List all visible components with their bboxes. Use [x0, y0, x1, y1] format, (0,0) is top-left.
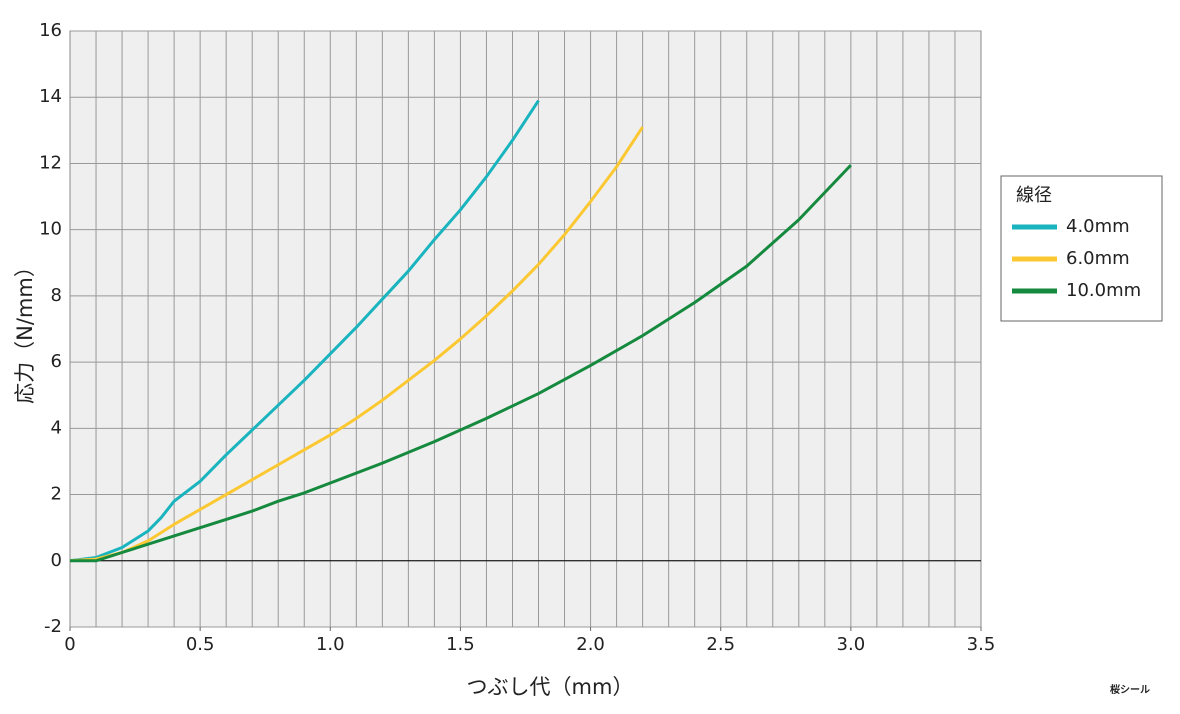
legend-title: 線径 — [1016, 185, 1052, 206]
data-line — [69, 99, 540, 563]
y-axis-label: 応力（N/mm） — [13, 256, 37, 404]
y-tick-label: 16 — [39, 20, 62, 41]
y-tick-label: 4 — [51, 417, 62, 438]
y-tick-label: 14 — [39, 86, 62, 107]
y-tick-label: 0 — [51, 550, 62, 571]
legend-label: 10.0mm — [1066, 280, 1141, 301]
y-tick-label: 8 — [51, 285, 62, 306]
legend-label: 6.0mm — [1066, 248, 1130, 269]
x-tick-label: 3.5 — [967, 634, 996, 655]
y-tick-label: 6 — [51, 351, 62, 372]
data-line — [69, 126, 644, 563]
x-tick-label: 0 — [64, 634, 75, 655]
x-tick-label: 1.5 — [446, 634, 475, 655]
x-tick-label: 0.5 — [186, 634, 215, 655]
logo: 桜シール — [1110, 683, 1150, 696]
x-tick-label: 2.5 — [706, 634, 735, 655]
legend-label: 4.0mm — [1066, 216, 1130, 237]
y-tick-label: 12 — [39, 152, 62, 173]
legend-box — [1000, 175, 1163, 322]
y-tick-label: 2 — [51, 484, 62, 505]
plot-area — [69, 30, 982, 628]
x-tick-label: 1.0 — [316, 634, 345, 655]
x-axis-label: つぶし代（mm） — [467, 675, 634, 699]
data-line — [70, 164, 852, 563]
x-tick-label: 3.0 — [837, 634, 866, 655]
y-tick-label: 10 — [39, 219, 62, 240]
y-tick-label: -2 — [44, 616, 62, 637]
x-tick-label: 2.0 — [576, 634, 605, 655]
